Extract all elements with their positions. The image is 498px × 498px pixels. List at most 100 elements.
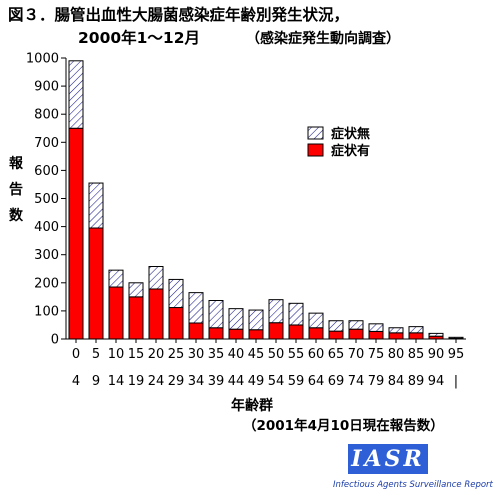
x-tick-label-start: 15 xyxy=(128,347,145,362)
x-tick-label-start: 40 xyxy=(228,347,245,362)
x-tick-label-end: 74 xyxy=(348,374,365,389)
bar-with-symptoms xyxy=(228,328,244,340)
bar-with-symptoms xyxy=(348,328,364,340)
y-tick-label: 500 xyxy=(34,192,59,207)
iasr-logo: IASR xyxy=(348,444,428,474)
bar-without-symptoms xyxy=(108,269,124,288)
legend: 症状無 症状有 xyxy=(307,126,370,159)
x-tick-label-start: 10 xyxy=(108,347,125,362)
x-tick-label-end: 14 xyxy=(108,374,125,389)
legend-label-without-symptoms: 症状無 xyxy=(331,126,370,142)
y-tick-label: 700 xyxy=(34,136,59,151)
bar-without-symptoms xyxy=(188,292,204,324)
x-tick-label-end: 64 xyxy=(308,374,325,389)
x-tick-label-start: 85 xyxy=(408,347,425,362)
bar-without-symptoms xyxy=(308,312,324,329)
y-axis-label: 報告数 xyxy=(9,155,24,224)
bar-with-symptoms xyxy=(188,322,204,340)
bar-with-symptoms xyxy=(328,330,344,340)
x-tick-label-end: 29 xyxy=(168,374,185,389)
x-axis-label: 年齢群 xyxy=(231,397,273,414)
y-tick-label: 100 xyxy=(34,304,59,319)
x-tick-label-start: 70 xyxy=(348,347,365,362)
x-tick-label-start: 95 xyxy=(448,347,465,362)
y-tick-label: 900 xyxy=(34,80,59,95)
bar-with-symptoms xyxy=(208,327,224,340)
bar-with-symptoms xyxy=(128,296,144,340)
bar-without-symptoms xyxy=(408,326,424,334)
bar-with-symptoms xyxy=(388,332,404,340)
bar-without-symptoms xyxy=(68,60,84,129)
y-axis-label-char: 数 xyxy=(9,207,24,224)
legend-label-with-symptoms: 症状有 xyxy=(331,143,370,159)
bar-without-symptoms xyxy=(208,300,224,329)
legend-swatch-with-symptoms xyxy=(307,143,324,157)
x-tick-label-end: 4 xyxy=(72,374,80,389)
x-tick-label-start: 35 xyxy=(208,347,225,362)
data-date-note: （2001年4月10日現在報告数） xyxy=(243,417,444,434)
bar-without-symptoms xyxy=(268,299,284,324)
bar-with-symptoms xyxy=(268,322,284,340)
chart-subtitle: （感染症発生動向調査） xyxy=(246,31,400,47)
bar-with-symptoms xyxy=(108,286,124,340)
x-tick-label-end: 89 xyxy=(408,374,425,389)
x-tick-label-start: 45 xyxy=(248,347,265,362)
bar-without-symptoms xyxy=(228,308,244,330)
x-tick-label-end: 54 xyxy=(268,374,285,389)
bar-with-symptoms xyxy=(368,330,384,340)
bar-without-symptoms xyxy=(368,323,384,332)
bar-without-symptoms xyxy=(128,282,144,298)
y-axis-label-char: 報 xyxy=(9,155,24,172)
y-axis-ticks: 0 100 200 300 400 500 600 700 800 900 1000 xyxy=(26,52,66,348)
x-tick-label-end: 34 xyxy=(188,374,205,389)
bar-with-symptoms xyxy=(168,307,184,340)
bar-without-symptoms xyxy=(448,336,464,339)
x-tick-label-start: 30 xyxy=(188,347,205,362)
x-tick-label-end: 59 xyxy=(288,374,305,389)
x-tick-label-start: 5 xyxy=(92,347,100,362)
x-tick-label-start: 80 xyxy=(388,347,405,362)
x-tick-label-end: 24 xyxy=(148,374,165,389)
x-tick-label-start: 55 xyxy=(288,347,305,362)
x-tick-label-start: 0 xyxy=(72,347,80,362)
x-tick-label-end: 79 xyxy=(368,374,385,389)
x-tick-label-end: 39 xyxy=(208,374,225,389)
y-tick-label: 300 xyxy=(34,248,59,263)
x-tick-label-start: 25 xyxy=(168,347,185,362)
x-tick-label-start: 20 xyxy=(148,347,165,362)
bar-without-symptoms xyxy=(388,327,404,334)
legend-swatch-without-symptoms xyxy=(307,126,324,140)
bar-without-symptoms xyxy=(248,309,264,331)
bar-with-symptoms xyxy=(308,327,324,340)
bar-with-symptoms xyxy=(88,227,104,340)
iasr-logo-caption: Infectious Agents Surveillance Report xyxy=(333,480,493,490)
x-tick-labels: 0459101415192024252930343539404445495054… xyxy=(72,339,464,389)
y-tick-label: 1000 xyxy=(26,52,59,67)
x-tick-label-start: 90 xyxy=(428,347,445,362)
bar-with-symptoms xyxy=(288,324,304,340)
x-tick-label-end: | xyxy=(454,374,458,389)
y-tick-label: 200 xyxy=(34,276,59,291)
chart-title-period: 2000年1～12月 xyxy=(78,29,200,47)
y-tick-label: 800 xyxy=(34,108,59,123)
x-tick-label-start: 75 xyxy=(368,347,385,362)
bar-with-symptoms xyxy=(148,288,164,340)
x-tick-label-end: 94 xyxy=(428,374,445,389)
bar-without-symptoms xyxy=(348,320,364,330)
bar-with-symptoms xyxy=(248,329,264,340)
x-tick-label-start: 50 xyxy=(268,347,285,362)
bar-without-symptoms xyxy=(428,332,444,337)
x-tick-label-end: 19 xyxy=(128,374,145,389)
y-tick-label: 400 xyxy=(34,220,59,235)
bar-without-symptoms xyxy=(288,302,304,326)
x-tick-label-end: 69 xyxy=(328,374,345,389)
y-axis-label-char: 告 xyxy=(9,181,23,198)
x-tick-label-start: 65 xyxy=(328,347,345,362)
bar-without-symptoms xyxy=(148,266,164,290)
bar-with-symptoms xyxy=(68,127,84,340)
x-tick-label-end: 49 xyxy=(248,374,265,389)
x-tick-label-start: 60 xyxy=(308,347,325,362)
bar-without-symptoms xyxy=(328,320,344,332)
bars-layer xyxy=(68,60,464,340)
